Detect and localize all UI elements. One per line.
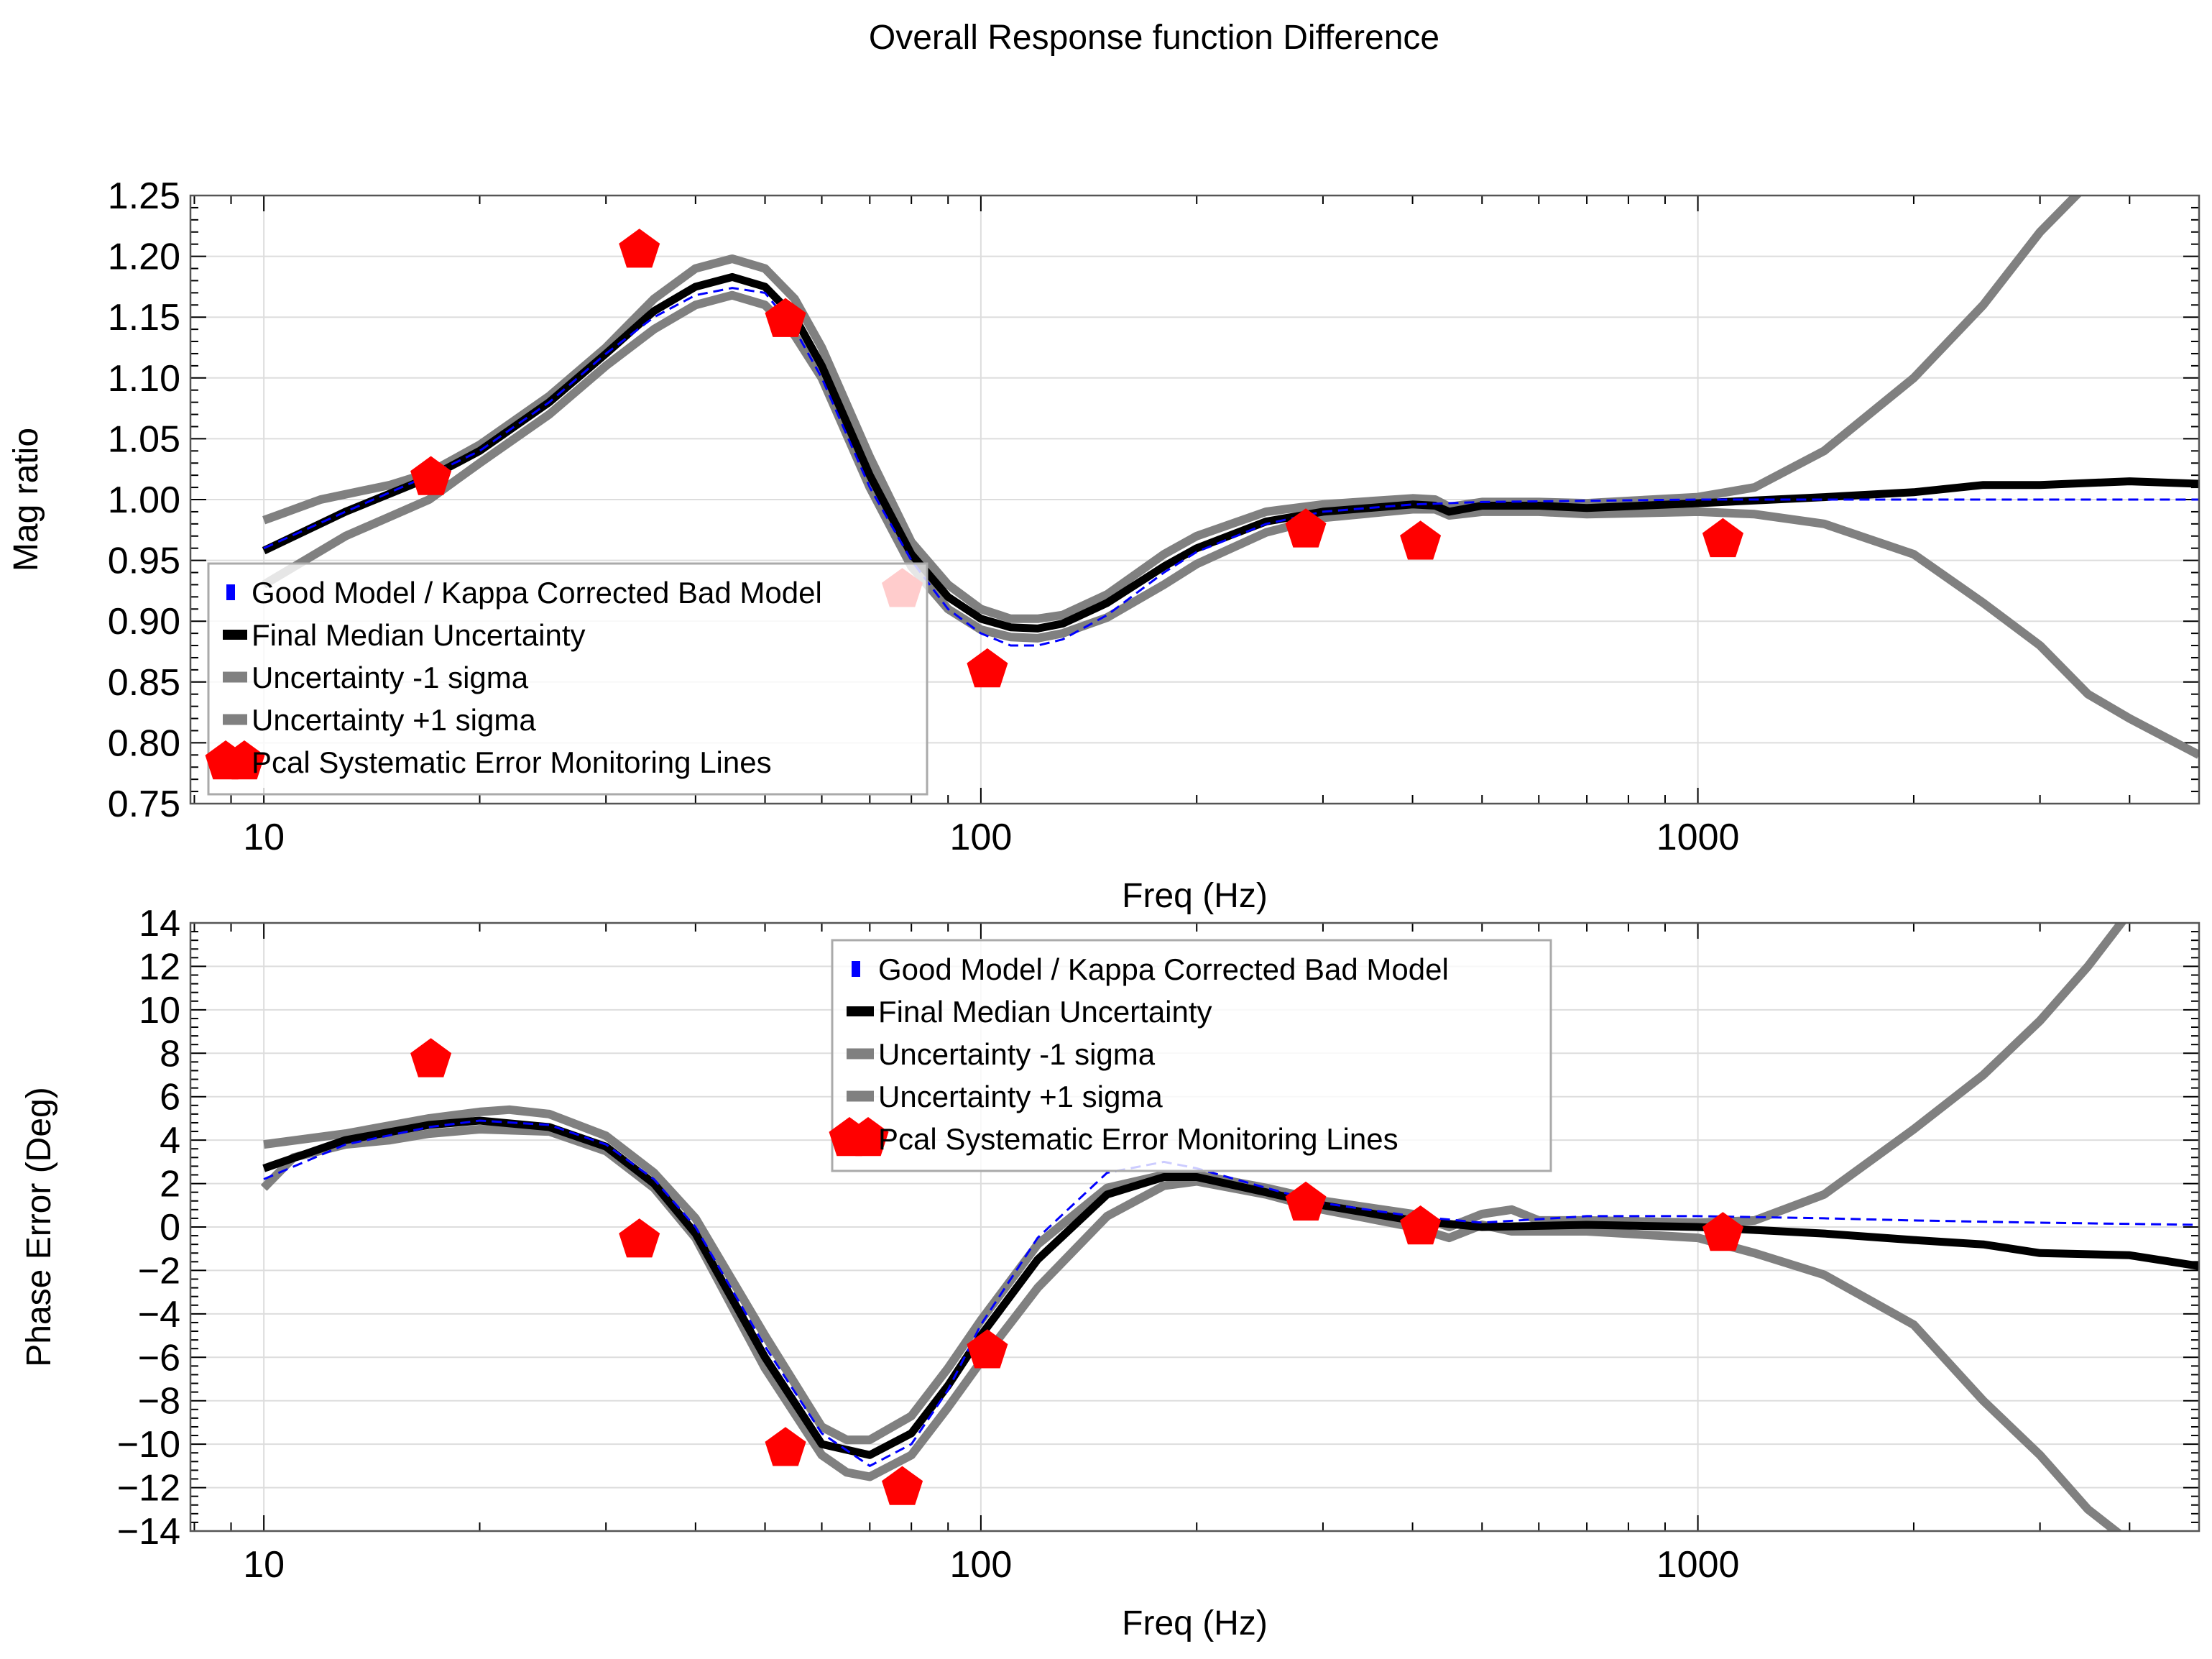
- magnitude-series-uncertainty-1-sigma: [262, 196, 2083, 623]
- magnitude-pcal-marker: [1702, 518, 1743, 558]
- phase-ytick-label: 8: [160, 1033, 180, 1075]
- magnitude-ytick-label: 1.00: [108, 479, 180, 521]
- magnitude-xtick-label: 100: [949, 817, 1012, 858]
- magnitude-ylabel: Mag ratio: [7, 428, 45, 571]
- phase-ytick-label: −14: [117, 1511, 180, 1553]
- phase-pcal-marker: [1400, 1205, 1442, 1245]
- magnitude-axes-frame: [189, 194, 2201, 805]
- phase-legend-label: Uncertainty -1 sigma: [878, 1037, 1156, 1071]
- magnitude-legend-label: Uncertainty +1 sigma: [252, 703, 536, 737]
- magnitude-series-uncertainty-1-sigma: [262, 290, 2199, 759]
- phase-xtick-label: 10: [243, 1544, 285, 1586]
- phase-pcal-marker: [882, 1466, 923, 1505]
- magnitude-series-good-model-kappa-corrected-bad-model: [263, 287, 2199, 647]
- magnitude-pcal-marker: [1285, 508, 1327, 548]
- phase-ytick-label: 2: [160, 1164, 180, 1205]
- magnitude-panel: 10 100 1000 0.75 0.80 0.85 0.90 0.95 1.00 1.05 1.1…: [7, 175, 2201, 915]
- phase-ytick-label: 0: [160, 1207, 180, 1249]
- phase-legend-label: Final Median Uncertainty: [878, 995, 1212, 1029]
- phase-pcal-marker: [967, 1329, 1008, 1369]
- phase-pcal-marker: [1285, 1181, 1327, 1221]
- phase-pcal-marker: [410, 1038, 452, 1077]
- phase-ytick-label: −2: [138, 1250, 180, 1292]
- magnitude-legend: Good Model / Kappa Corrected Bad Model Fi…: [205, 562, 928, 796]
- phase-series-good-model-kappa-corrected-bad-model: [263, 1119, 2199, 1467]
- phase-ytick-label: −10: [117, 1424, 180, 1466]
- magnitude-legend-box: [207, 562, 928, 796]
- phase-ytick-label: −12: [117, 1468, 180, 1509]
- magnitude-ytick-label: 1.25: [108, 175, 180, 217]
- phase-ytick-label: 12: [139, 946, 180, 988]
- magnitude-ytick-label: 1.10: [108, 358, 180, 400]
- phase-ytick-label: −4: [138, 1294, 180, 1336]
- phase-ytick-label: −6: [138, 1337, 180, 1379]
- phase-xtick-label: 1000: [1656, 1544, 1740, 1586]
- phase-pcal-marker: [619, 1218, 660, 1258]
- phase-xtick-label: 100: [949, 1544, 1012, 1586]
- magnitude-xlabel: Freq (Hz): [1122, 877, 1268, 915]
- magnitude-ytick-label: 1.05: [108, 418, 180, 460]
- phase-axes-frame: [189, 922, 2201, 1532]
- magnitude-ytick-label: 1.20: [108, 236, 180, 278]
- phase-pcal-marker: [765, 1427, 806, 1466]
- phase-ylabel: Phase Error (Deg): [20, 1087, 58, 1366]
- figure-title: Overall Response function Difference: [869, 19, 1439, 57]
- magnitude-legend-handle: [223, 740, 265, 780]
- magnitude-pcal-marker: [765, 298, 806, 337]
- magnitude-xtick-label: 10: [243, 817, 285, 858]
- magnitude-legend-label: Pcal Systematic Error Monitoring Lines: [252, 745, 772, 779]
- phase-legend-label: Uncertainty +1 sigma: [878, 1080, 1163, 1113]
- magnitude-legend-label: Final Median Uncertainty: [252, 618, 586, 652]
- magnitude-pcal-marker: [967, 648, 1008, 688]
- phase-ytick-label: 14: [139, 903, 180, 945]
- phase-legend-label: Good Model / Kappa Corrected Bad Model: [878, 952, 1449, 986]
- magnitude-ytick-label: 0.95: [108, 541, 180, 582]
- phase-series-final-median-uncertainty: [262, 1116, 2199, 1459]
- phase-legend-label: Pcal Systematic Error Monitoring Lines: [878, 1122, 1398, 1156]
- magnitude-ytick-label: 0.80: [108, 722, 180, 764]
- phase-pcal-marker: [1702, 1212, 1743, 1251]
- phase-legend-box: [831, 939, 1552, 1172]
- magnitude-tick-labels: 10 100 1000 0.75 0.80 0.85 0.90 0.95 1.00 1.05 1.1…: [108, 175, 1740, 858]
- magnitude-ytick-label: 1.15: [108, 297, 180, 339]
- magnitude-ytick-label: 0.75: [108, 783, 180, 825]
- phase-legend-handle: [852, 961, 860, 977]
- magnitude-pcal-marker: [410, 456, 452, 495]
- phase-series-uncertainty-1-sigma: [260, 1125, 2123, 1531]
- magnitude-legend-label: Good Model / Kappa Corrected Bad Model: [252, 576, 822, 610]
- magnitude-series-group: [262, 196, 2199, 759]
- phase-legend-handle: [847, 1117, 889, 1157]
- phase-ytick-label: 4: [160, 1120, 180, 1162]
- magnitude-ytick-label: 0.85: [108, 662, 180, 704]
- phase-xlabel: Freq (Hz): [1122, 1604, 1268, 1642]
- phase-panel: 10 100 1000−14−12−10−8−6−4−202468101214Fre…: [20, 903, 2201, 1642]
- phase-series-group: [260, 923, 2199, 1531]
- magnitude-legend-label: Uncertainty -1 sigma: [252, 661, 529, 694]
- phase-ytick-label: 10: [139, 990, 180, 1031]
- phase-ytick-label: −8: [138, 1381, 180, 1423]
- magnitude-ticks: [190, 195, 2200, 804]
- phase-ytick-label: 6: [160, 1077, 180, 1118]
- magnitude-pcal-marker: [1400, 520, 1442, 560]
- phase-series-uncertainty-1-sigma: [263, 923, 2127, 1445]
- magnitude-xtick-label: 1000: [1656, 817, 1740, 858]
- phase-pcal-markers: [410, 1038, 1743, 1505]
- phase-ticks: [190, 922, 2200, 1532]
- magnitude-ytick-label: 0.90: [108, 601, 180, 643]
- magnitude-series-final-median-uncertainty: [262, 272, 2199, 633]
- magnitude-legend-handle: [226, 584, 235, 600]
- phase-legend: Good Model / Kappa Corrected Bad Model Fi…: [829, 939, 1552, 1172]
- magnitude-pcal-marker: [619, 229, 660, 268]
